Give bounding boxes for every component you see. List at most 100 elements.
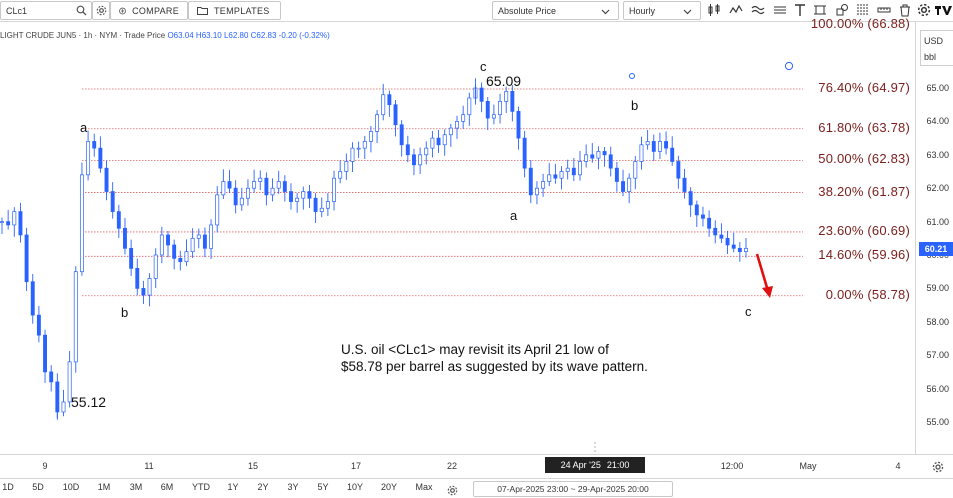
candle-body	[356, 147, 361, 150]
fib-level-label: 100.00% (66.88)	[810, 16, 910, 32]
price-axis-label: 61.00	[926, 216, 949, 227]
candle-body	[43, 334, 47, 373]
range-5d[interactable]: 5D	[32, 482, 44, 492]
templates-button[interactable]: TEMPLATES	[188, 1, 281, 20]
text-tool-icon[interactable]	[792, 2, 808, 18]
candle-body	[172, 244, 177, 259]
compare-button[interactable]: COMPARE	[110, 1, 188, 20]
candle-body	[289, 191, 293, 202]
range-1m[interactable]: 1M	[97, 482, 111, 492]
ruler-icon[interactable]	[876, 2, 892, 18]
candle-body	[178, 257, 183, 263]
templates-label: TEMPLATES	[214, 5, 270, 16]
candle-body	[504, 90, 509, 102]
candle-body	[295, 197, 300, 202]
time-label: 4	[895, 461, 901, 471]
range-5y[interactable]: 5Y	[317, 482, 329, 492]
candle-body	[184, 251, 189, 263]
range-ytd[interactable]: YTD	[192, 482, 210, 492]
candle-body	[252, 181, 257, 189]
candle-body	[461, 114, 466, 122]
currency-selector[interactable]: USD bbl	[920, 30, 953, 66]
candle-body	[657, 141, 662, 152]
candle-body	[596, 151, 601, 159]
price-mode-select[interactable]: Absolute Price	[492, 1, 619, 20]
symbol-search-input[interactable]: CLc1	[0, 1, 92, 20]
settings-gear-button[interactable]	[92, 1, 110, 20]
candle-body	[166, 234, 170, 246]
marker-circle-icon	[629, 73, 635, 79]
fib-level-label: 76.40% (64.97)	[818, 80, 910, 95]
candle-body	[547, 174, 552, 182]
axis-settings-icon[interactable]	[932, 460, 944, 478]
range-2y[interactable]: 2Y	[257, 482, 269, 492]
price-axis-label: 57.00	[926, 350, 949, 361]
candle-body	[375, 114, 380, 132]
candle-body	[276, 181, 281, 189]
candle-body	[528, 167, 533, 196]
candle-body	[190, 237, 195, 253]
indicators-icon[interactable]	[728, 2, 744, 18]
settings-icon[interactable]	[916, 2, 932, 18]
marker-circle-icon	[784, 61, 794, 71]
wave-label-a1: a	[80, 120, 88, 135]
shapes-icon[interactable]	[834, 2, 850, 18]
candle-body	[350, 147, 355, 162]
candle-body	[405, 144, 410, 156]
candle-body	[424, 147, 429, 156]
time-label: 9	[42, 461, 48, 471]
candle-body	[682, 177, 687, 192]
crop-icon[interactable]	[812, 2, 828, 18]
range-20y[interactable]: 20Y	[380, 482, 398, 492]
range-settings-icon[interactable]	[447, 483, 458, 498]
candle-body	[153, 254, 158, 279]
range-10y[interactable]: 10Y	[346, 482, 364, 492]
candle-body	[627, 177, 632, 192]
candle-body	[522, 137, 527, 169]
candle-body	[18, 211, 23, 236]
candle-body	[381, 94, 386, 116]
candle-body	[246, 187, 250, 199]
time-label: 11	[144, 461, 154, 471]
candle-body	[92, 141, 97, 149]
price-axis-label: 64.00	[926, 116, 949, 127]
candle-body	[147, 278, 152, 296]
candle-body	[368, 131, 373, 142]
time-label: 22	[446, 461, 458, 471]
wave-low-value: 55.12	[71, 394, 107, 410]
interval-select[interactable]: Hourly	[623, 1, 701, 20]
candle-body	[393, 104, 398, 126]
range-1y[interactable]: 1Y	[227, 482, 239, 492]
candle-body	[387, 94, 392, 106]
candle-body	[282, 181, 287, 192]
time-axis[interactable]: 9 11 15 17 22 12:00 May 4	[0, 454, 953, 478]
candle-body	[116, 211, 121, 229]
range-3y[interactable]: 3Y	[287, 482, 299, 492]
range-10d[interactable]: 10D	[62, 482, 80, 492]
range-max[interactable]: Max	[415, 482, 433, 492]
candle-body	[559, 171, 564, 179]
lines-icon[interactable]	[772, 2, 788, 18]
fib-tool-icon[interactable]	[855, 2, 871, 18]
annotation-note: U.S. oil <CLc1> may revisit its April 21…	[341, 341, 648, 375]
top-toolbar: CLc1 COMPARE TEMPLATES Absolute Price Ho…	[0, 0, 953, 22]
candle-body	[36, 314, 41, 336]
candle-body	[258, 177, 263, 182]
unit-label: bbl	[924, 52, 937, 62]
price-axis[interactable]: 65.0064.0063.0062.0061.0060.0059.0058.00…	[915, 22, 953, 454]
price-chart[interactable]	[0, 22, 915, 454]
date-range-field[interactable]: 07-Apr-2025 23:00 ~ 29-Apr-2025 20:00	[473, 481, 673, 497]
trash-icon[interactable]	[897, 2, 913, 18]
wave-icon[interactable]	[750, 2, 766, 18]
range-6m[interactable]: 6M	[160, 482, 174, 492]
range-1d[interactable]: 1D	[2, 482, 14, 492]
candlestick-icon[interactable]	[706, 2, 722, 18]
legend-name: LIGHT CRUDE JUN5 · 1h · NYM · Trade Pric…	[0, 31, 166, 40]
price-axis-label: 59.00	[926, 283, 949, 294]
range-3m[interactable]: 3M	[129, 482, 143, 492]
candle-body	[584, 154, 589, 162]
candle-body	[442, 134, 447, 146]
candle-body	[541, 181, 546, 189]
candle-body	[399, 124, 404, 146]
candle-body	[86, 141, 91, 176]
